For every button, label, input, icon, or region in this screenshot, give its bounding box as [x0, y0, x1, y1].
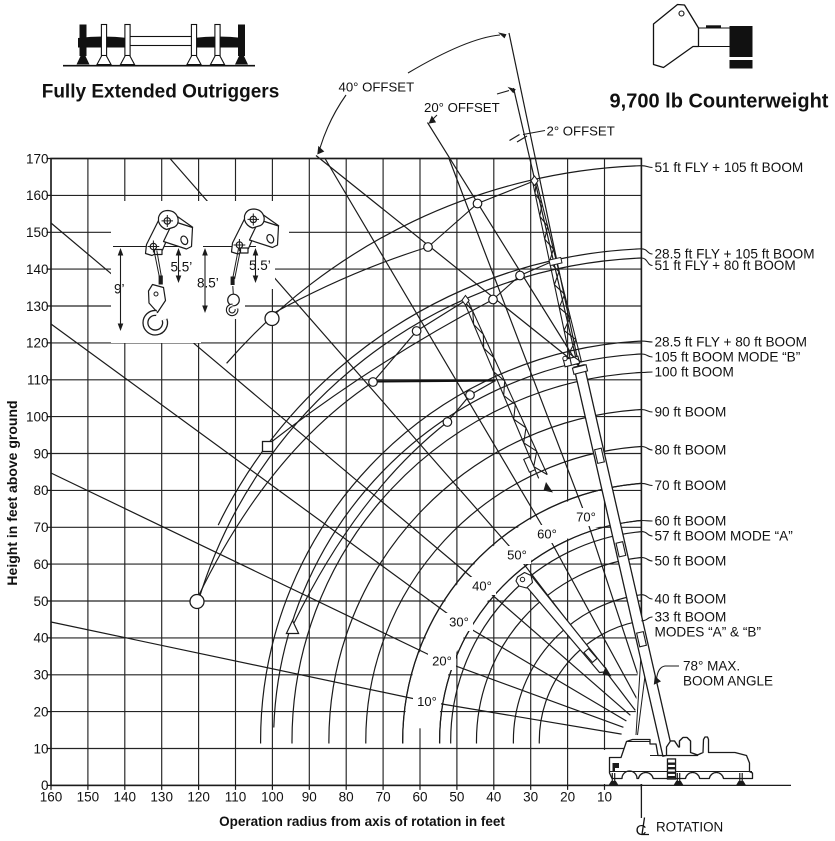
svg-text:50: 50	[449, 790, 464, 805]
svg-text:150: 150	[26, 225, 49, 240]
svg-text:20: 20	[33, 704, 48, 719]
svg-text:140: 140	[114, 790, 137, 805]
svg-text:70 ft BOOM: 70 ft BOOM	[655, 478, 727, 493]
svg-text:Fully Extended Outriggers: Fully Extended Outriggers	[42, 82, 280, 103]
svg-text:90: 90	[302, 790, 317, 805]
svg-text:70: 70	[33, 520, 48, 535]
svg-text:30: 30	[523, 790, 538, 805]
svg-text:28.5 ft FLY + 105 ft BOOM: 28.5 ft FLY + 105 ft BOOM	[655, 247, 815, 262]
svg-text:10: 10	[33, 741, 48, 756]
svg-text:160: 160	[26, 188, 49, 203]
svg-text:40: 40	[486, 790, 501, 805]
svg-text:Operation radius from axis of: Operation radius from axis of rotation i…	[219, 814, 505, 829]
svg-text:80 ft BOOM: 80 ft BOOM	[655, 443, 727, 458]
svg-text:50 ft BOOM: 50 ft BOOM	[655, 554, 727, 569]
svg-text:110: 110	[225, 790, 247, 805]
svg-text:0: 0	[41, 778, 49, 793]
svg-text:78° MAX.: 78° MAX.	[683, 659, 740, 674]
svg-text:Height in feet above ground: Height in feet above ground	[4, 400, 20, 585]
svg-text:30°: 30°	[449, 615, 469, 630]
svg-text:10°: 10°	[417, 694, 437, 709]
svg-text:140: 140	[26, 262, 49, 277]
svg-text:5.5’: 5.5’	[171, 260, 193, 275]
svg-text:80: 80	[33, 483, 48, 498]
svg-text:120: 120	[26, 336, 49, 351]
svg-text:90: 90	[33, 446, 48, 461]
svg-text:100 ft BOOM: 100 ft BOOM	[655, 365, 734, 380]
svg-text:80: 80	[339, 790, 354, 805]
svg-text:105 ft BOOM MODE “B”: 105 ft BOOM MODE “B”	[655, 350, 801, 365]
svg-text:100: 100	[261, 790, 284, 805]
svg-text:ROTATION: ROTATION	[656, 820, 723, 835]
svg-text:20: 20	[560, 790, 575, 805]
svg-text:40 ft BOOM: 40 ft BOOM	[655, 592, 727, 607]
svg-text:20°: 20°	[432, 654, 452, 669]
svg-text:50: 50	[33, 594, 48, 609]
svg-text:60: 60	[412, 790, 427, 805]
svg-text:MODES “A” & “B”: MODES “A” & “B”	[655, 625, 762, 640]
svg-text:57 ft BOOM MODE “A”: 57 ft BOOM MODE “A”	[655, 529, 794, 544]
svg-text:50°: 50°	[507, 548, 527, 563]
svg-text:70°: 70°	[576, 510, 596, 525]
svg-text:100: 100	[26, 409, 49, 424]
svg-text:C: C	[636, 822, 647, 839]
svg-text:130: 130	[150, 790, 173, 805]
svg-text:51 ft FLY + 105 ft BOOM: 51 ft FLY + 105 ft BOOM	[655, 160, 804, 175]
svg-text:40° OFFSET: 40° OFFSET	[339, 80, 415, 95]
svg-text:110: 110	[27, 373, 49, 388]
svg-text:130: 130	[26, 299, 49, 314]
svg-text:90 ft BOOM: 90 ft BOOM	[655, 405, 727, 420]
svg-text:28.5 ft FLY + 80 ft BOOM: 28.5 ft FLY + 80 ft BOOM	[655, 335, 808, 350]
svg-text:30: 30	[33, 668, 48, 683]
svg-text:70: 70	[376, 790, 391, 805]
svg-text:51 ft FLY + 80 ft BOOM: 51 ft FLY + 80 ft BOOM	[655, 258, 796, 273]
svg-text:9,700 lb Counterweight: 9,700 lb Counterweight	[610, 91, 829, 113]
svg-text:9’: 9’	[114, 282, 125, 297]
svg-text:2° OFFSET: 2° OFFSET	[547, 124, 615, 139]
svg-text:60: 60	[33, 557, 48, 572]
svg-text:150: 150	[77, 790, 100, 805]
svg-text:8.5’: 8.5’	[197, 276, 219, 291]
svg-text:120: 120	[187, 790, 210, 805]
svg-text:60°: 60°	[537, 527, 557, 542]
svg-text:33 ft BOOM: 33 ft BOOM	[655, 610, 727, 625]
svg-text:5.5’: 5.5’	[249, 258, 271, 273]
svg-text:20° OFFSET: 20° OFFSET	[424, 100, 500, 115]
svg-text:60 ft BOOM: 60 ft BOOM	[655, 514, 727, 529]
svg-text:BOOM ANGLE: BOOM ANGLE	[683, 674, 773, 689]
svg-text:40: 40	[33, 631, 48, 646]
svg-text:170: 170	[26, 151, 49, 166]
svg-text:10: 10	[597, 790, 612, 805]
svg-text:160: 160	[40, 790, 63, 805]
svg-text:40°: 40°	[472, 579, 492, 594]
